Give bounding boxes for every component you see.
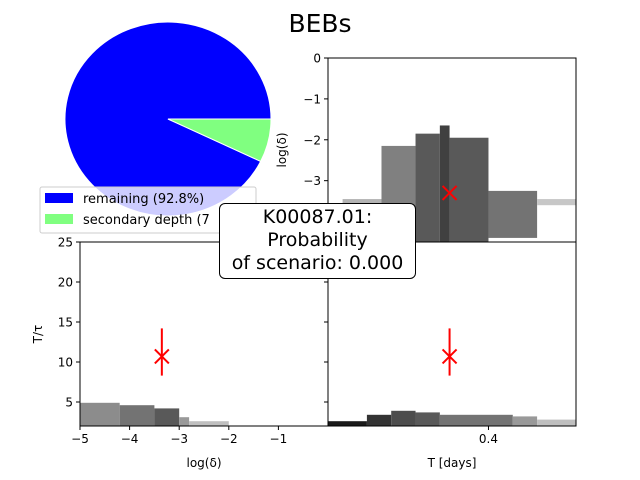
density-cell-6 (537, 199, 576, 206)
density-cell-4 (449, 137, 489, 242)
x-tick-label: −1 (270, 432, 288, 446)
density-cell-2 (415, 133, 440, 242)
bottom-right-axes: 0.4T [days] (324, 241, 577, 470)
density-cell-3 (179, 417, 190, 426)
density-cell-0 (328, 421, 367, 426)
pie-legend: remaining (92.8%) secondary depth (7 (39, 186, 257, 234)
legend-label-remaining: remaining (92.8%) (83, 192, 204, 207)
marker-x-b (441, 348, 458, 365)
y-tick-label: 15 (58, 316, 73, 330)
y-tick-label: 20 (58, 276, 73, 290)
legend-swatch-remaining (45, 193, 73, 203)
chart-title: BEBs (288, 9, 351, 38)
x-tick-label: −4 (121, 432, 139, 446)
density-cell-1 (366, 414, 392, 426)
y-tick-label: −2 (303, 133, 321, 147)
density-cell-3 (415, 412, 440, 426)
koi-id: K00087.01: (262, 206, 373, 228)
density-cell-1 (119, 405, 155, 426)
x-tick-label: −2 (220, 432, 238, 446)
x-tick-label: 0.4 (479, 432, 498, 446)
x-tick-label: −5 (71, 432, 89, 446)
y-tick-label: −1 (303, 92, 321, 106)
density-cell-4 (189, 421, 229, 426)
probability-label: Probability (267, 229, 368, 251)
density-cell-3 (439, 125, 450, 242)
density-cell-2 (391, 410, 416, 426)
scenario-probability: of scenario: 0.000 (231, 252, 404, 274)
pie-slice-1 (167, 118, 272, 163)
bottom-left-axes: −5 −4 −3 −2 −1 25 20 15 10 5 log(δ) T/τ (31, 236, 329, 470)
y-tick-label: 25 (58, 236, 73, 250)
density-cell-6 (537, 419, 576, 426)
legend-label-secondary-depth: secondary depth (7 (83, 213, 210, 228)
axes-frame (327, 241, 577, 427)
y-tick-label: 0 (313, 52, 321, 66)
x-axis-label: log(δ) (187, 456, 222, 470)
y-axis-label: log(δ) (275, 133, 289, 168)
y-tick-label: 10 (58, 356, 73, 370)
y-tick-label: −3 (303, 174, 321, 188)
legend-swatch-secondary-depth (45, 214, 73, 224)
scenario-probability-box: K00087.01: Probability of scenario: 0.00… (219, 203, 416, 279)
y-axis-label: T/τ (31, 325, 45, 345)
density-cell-5 (488, 190, 538, 238)
y-tick-label: 5 (65, 396, 73, 410)
x-tick-label: −3 (170, 432, 188, 446)
x-axis-label: T [days] (427, 456, 477, 470)
marker-x-b (441, 185, 458, 201)
density-cell-2 (154, 408, 180, 426)
density-cell-0 (80, 402, 120, 426)
density-cell-4 (439, 414, 513, 426)
marker-x-b (154, 348, 170, 365)
density-cell-5 (512, 416, 538, 426)
